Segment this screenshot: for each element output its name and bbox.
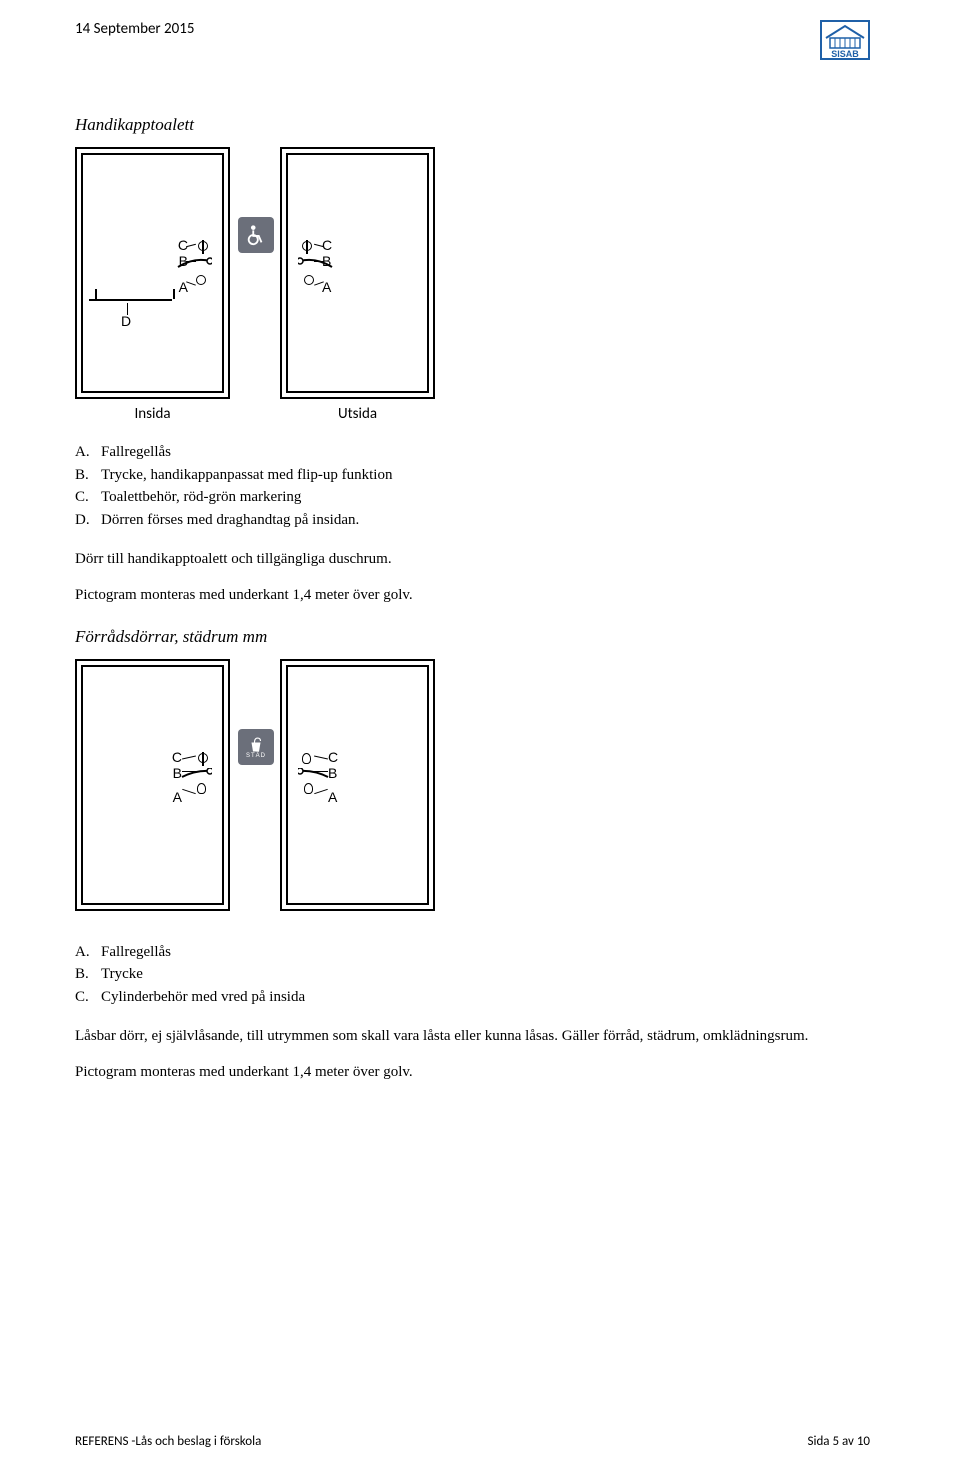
list-item: B.Trycke	[75, 963, 870, 986]
section1-para2: Pictogram monteras med underkant 1,4 met…	[75, 585, 870, 607]
list-item: A.Fallregellås	[75, 941, 870, 964]
list-item: C.Cylinderbehör med vred på insida	[75, 986, 870, 1009]
section-forrad: Förrådsdörrar, städrum mm C B A	[75, 627, 870, 1084]
indicator-icon	[302, 241, 312, 251]
section1-title: Handikapptoalett	[75, 115, 870, 135]
header-date: 14 September 2015	[75, 20, 194, 38]
label-c: C	[328, 749, 338, 765]
escutcheon-icon	[196, 275, 206, 285]
list-item: C.Toalettbehör, röd-grön markering	[75, 486, 870, 509]
lever-handle-icon	[298, 768, 332, 780]
section2-doors: C B A STÄD C	[75, 659, 870, 911]
section-handikapptoalett: Handikapptoalett C B A	[75, 115, 870, 607]
label-c: C	[322, 237, 332, 253]
sisab-logo: SISAB	[820, 20, 870, 60]
keyhole-icon	[304, 783, 313, 794]
keyhole-icon	[197, 783, 206, 794]
section1-list: A.Fallregellås B.Trycke, handikappanpass…	[75, 441, 870, 531]
section2-para1: Låsbar dörr, ej självlåsande, till utrym…	[75, 1026, 870, 1048]
label-b: B	[328, 765, 337, 781]
section1-para1: Dörr till handikapptoalett och tillgängl…	[75, 549, 870, 571]
cylinder-icon	[302, 753, 311, 764]
door1-caption: Insida	[134, 405, 170, 423]
footer-left: REFERENS -Lås och beslag i förskola	[75, 1434, 261, 1449]
page-footer: REFERENS -Lås och beslag i förskola Sida…	[75, 1434, 870, 1449]
label-d: D	[121, 313, 131, 329]
svg-text:SISAB: SISAB	[831, 49, 859, 59]
page-header: 14 September 2015 SISAB	[75, 20, 870, 60]
door4: STÄD C B A	[280, 659, 435, 911]
door2-caption: Utsida	[338, 405, 377, 423]
label-b: B	[173, 765, 182, 781]
door3: C B A	[75, 659, 230, 911]
footer-right: Sida 5 av 10	[808, 1434, 870, 1449]
thumbturn-icon	[198, 753, 208, 763]
door2-utsida: C B A Utsida	[280, 147, 435, 423]
label-a: A	[328, 789, 337, 805]
section2-title: Förrådsdörrar, städrum mm	[75, 627, 870, 647]
section1-doors: C B A D Insida	[75, 147, 870, 423]
list-item: B.Trycke, handikappanpassat med flip-up …	[75, 464, 870, 487]
label-a: A	[173, 789, 182, 805]
door1-insida: C B A D Insida	[75, 147, 230, 423]
wheelchair-pictogram	[238, 217, 274, 253]
section2-para2: Pictogram monteras med underkant 1,4 met…	[75, 1062, 870, 1084]
section2-list: A.Fallregellås B.Trycke C.Cylinderbehör …	[75, 941, 870, 1009]
list-item: D.Dörren förses med draghandtag på insid…	[75, 509, 870, 532]
thumbturn-icon	[198, 241, 208, 251]
lever-handle-icon	[178, 768, 212, 780]
escutcheon-icon	[304, 275, 314, 285]
list-item: A.Fallregellås	[75, 441, 870, 464]
cleaning-pictogram: STÄD	[238, 729, 274, 765]
label-c: C	[172, 749, 182, 765]
